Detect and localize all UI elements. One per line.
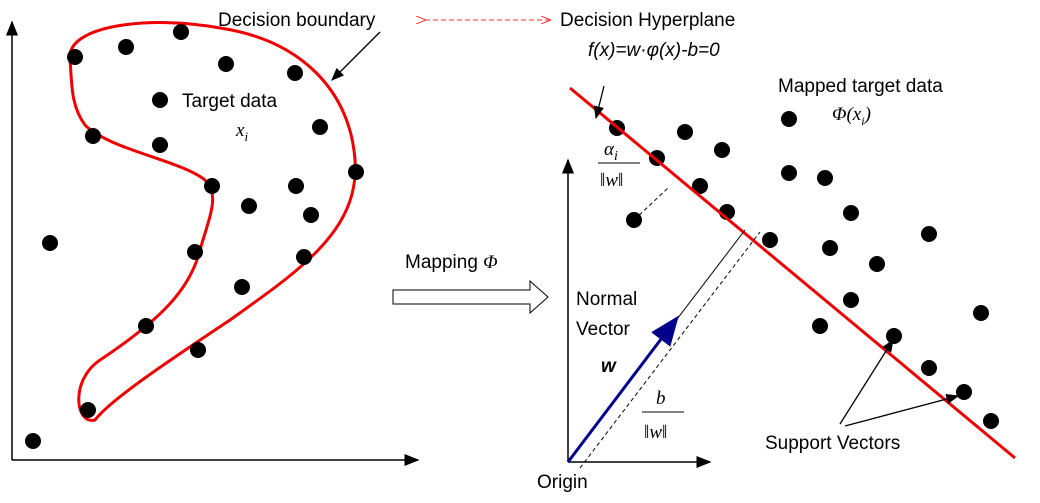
pointers [331, 31, 960, 427]
hyperplane [569, 86, 1016, 460]
alpha-numerator: αi [604, 139, 618, 164]
alpha-denominator: ‖w‖ [600, 170, 623, 191]
mapped-symbol: Φ(xi) [832, 104, 871, 128]
normal-line-1: Normal [576, 289, 637, 310]
symbol-base: α [604, 139, 615, 160]
boundary-label: Decision boundary [218, 10, 376, 31]
origin-label: Origin [537, 472, 588, 493]
normal-vector [566, 315, 679, 463]
mapping-symbol: Φ [483, 252, 497, 273]
support-label: Support Vectors [765, 433, 900, 454]
mapping-text: Mapping [405, 252, 478, 273]
symbol-base: Φ(x [832, 104, 862, 125]
symbol-sub: i [244, 129, 248, 144]
symbol-sub: i [861, 114, 864, 128]
symbol-base: x [235, 120, 245, 141]
mapped-label: Mapped target data [778, 76, 943, 97]
hyperplane-label: Decision Hyperplane [560, 10, 735, 31]
decision-boundary [68, 21, 357, 422]
mapping-label: Mapping Φ [405, 252, 498, 273]
data-points [25, 24, 999, 449]
symbol-close: ) [864, 104, 871, 125]
offset-numerator: b [656, 388, 666, 409]
mapping-arrow [392, 279, 549, 315]
symbol-sub: i [614, 149, 618, 164]
offset-denominator: ‖w‖ [644, 422, 667, 443]
target-label: Target data [182, 91, 277, 112]
w-label: w [601, 356, 617, 377]
axes [5, 20, 712, 468]
normal-line-2: Vector [576, 319, 631, 340]
target-symbol: xi [235, 120, 248, 144]
equation: f(x)=w·φ(x)-b=0 [588, 40, 720, 61]
labels: Decision boundary Target data xi Decisio… [182, 10, 943, 493]
